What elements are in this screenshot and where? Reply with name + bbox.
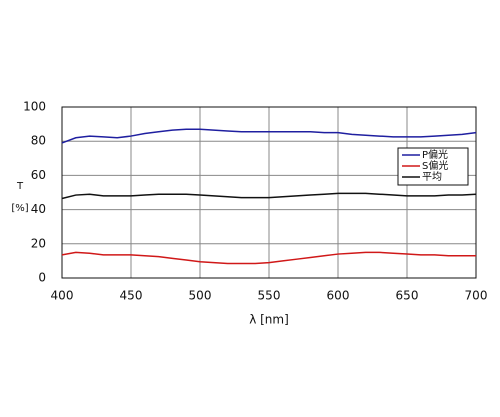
x-tick-label: 550 bbox=[258, 289, 281, 303]
y-tick-label: 40 bbox=[31, 202, 46, 216]
plot-frame bbox=[61, 106, 477, 279]
legend-label: P偏光 bbox=[422, 148, 448, 161]
x-tick-label: 400 bbox=[51, 289, 74, 303]
series-line bbox=[61, 192, 477, 200]
x-tick-label: 600 bbox=[327, 289, 350, 303]
legend-label: S偏光 bbox=[422, 159, 448, 172]
series-line bbox=[61, 128, 477, 144]
x-tick-label: 650 bbox=[396, 289, 419, 303]
legend-label: 平均 bbox=[422, 171, 442, 183]
x-tick-label: 450 bbox=[120, 289, 143, 303]
y-tick-label: 60 bbox=[31, 168, 46, 182]
y-axis-label: [%] bbox=[11, 203, 28, 214]
x-tick-label: 700 bbox=[465, 289, 488, 303]
series-line bbox=[61, 251, 476, 265]
y-tick-label: 100 bbox=[23, 100, 46, 114]
y-tick-label: 0 bbox=[38, 271, 46, 285]
y-axis-label: T bbox=[16, 181, 24, 192]
x-tick-label: 500 bbox=[189, 289, 212, 303]
x-axis-label: λ [nm] bbox=[249, 313, 289, 327]
y-tick-label: 80 bbox=[31, 134, 46, 148]
y-tick-label: 20 bbox=[31, 236, 46, 250]
